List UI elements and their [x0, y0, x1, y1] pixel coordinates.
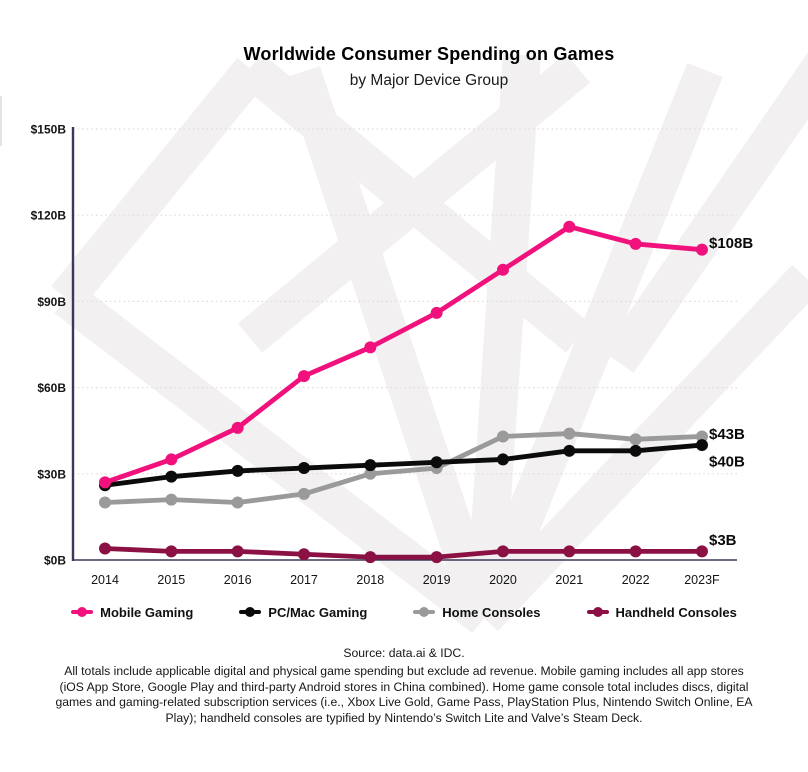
y-tick-label: $150B — [31, 123, 67, 137]
data-point-pc-mac-gaming — [563, 444, 576, 457]
legend-marker-pc-mac-gaming-icon — [239, 610, 262, 614]
data-point-pc-mac-gaming — [297, 462, 310, 475]
series-line-handheld-consoles — [102, 546, 705, 560]
x-tick-label: 2015 — [157, 573, 185, 587]
x-tick-label: 2014 — [91, 573, 119, 587]
data-point-handheld-consoles — [629, 545, 642, 558]
y-tick-label: $60B — [37, 381, 66, 395]
data-point-mobile-gaming — [496, 263, 509, 276]
data-point-home-consoles — [563, 427, 576, 440]
data-point-handheld-consoles — [695, 545, 708, 558]
data-point-handheld-consoles — [231, 545, 244, 558]
x-tick-label: 2023F — [684, 573, 720, 587]
data-point-handheld-consoles — [364, 551, 377, 564]
data-point-mobile-gaming — [297, 370, 310, 383]
legend: Mobile Gaming PC/Mac Gaming Home Console… — [0, 599, 808, 625]
data-point-mobile-gaming — [99, 476, 111, 489]
legend-label: PC/Mac Gaming — [268, 604, 368, 620]
gem-facet-band — [51, 57, 267, 311]
legend-marker-home-consoles-icon — [413, 610, 436, 614]
series-line-pc-mac-gaming — [102, 442, 705, 488]
x-tick-label: 2017 — [290, 573, 318, 587]
data-point-pc-mac-gaming — [231, 464, 244, 477]
chart-title: Worldwide Consumer Spending on Games — [243, 44, 615, 64]
data-point-home-consoles — [231, 496, 244, 509]
data-point-handheld-consoles — [563, 545, 576, 558]
data-point-mobile-gaming — [165, 453, 178, 466]
legend-item-pc-mac-gaming: PC/Mac Gaming — [239, 605, 367, 620]
series-end-label-handheld-consoles: $3B — [709, 532, 737, 549]
legend-marker-mobile-gaming-icon — [71, 610, 94, 614]
data-point-pc-mac-gaming — [496, 453, 509, 466]
gem-facet-band — [283, 65, 503, 625]
data-point-home-consoles — [496, 430, 509, 443]
chart-subtitle: by Major Device Group — [349, 72, 509, 89]
data-point-home-consoles — [364, 467, 377, 480]
x-tick-label: 2016 — [224, 573, 252, 587]
data-point-home-consoles — [99, 496, 111, 509]
series-end-label-pc-mac-gaming: $40B — [709, 454, 745, 471]
data-point-handheld-consoles — [165, 545, 178, 558]
data-point-pc-mac-gaming — [629, 444, 642, 457]
x-tick-label: 2018 — [356, 573, 384, 587]
gem-facet-band — [602, 52, 808, 373]
data-point-mobile-gaming — [430, 306, 443, 319]
data-point-handheld-consoles — [496, 545, 509, 558]
gem-facet-band — [465, 53, 541, 620]
watermark-edge-fragment — [0, 96, 2, 146]
series-line-home-consoles — [102, 431, 705, 505]
data-point-pc-mac-gaming — [430, 456, 443, 469]
data-point-mobile-gaming — [563, 220, 576, 233]
y-tick-label: $120B — [31, 209, 67, 223]
data-point-home-consoles — [629, 433, 642, 446]
y-tick-label: $90B — [37, 295, 66, 309]
data-point-mobile-gaming — [695, 243, 708, 256]
legend-item-mobile-gaming: Mobile Gaming — [71, 605, 193, 620]
data-point-handheld-consoles — [99, 542, 111, 555]
data-point-mobile-gaming — [364, 341, 377, 354]
source-note: Source: data.ai & IDC. — [343, 646, 465, 660]
legend-marker-handheld-consoles-icon — [586, 610, 609, 614]
series-line-mobile-gaming — [102, 224, 705, 485]
series-end-label-mobile-gaming: $108B — [709, 235, 753, 252]
gem-facet-band — [466, 62, 723, 626]
series-end-label-home-consoles: $43B — [709, 426, 745, 443]
legend-label: Mobile Gaming — [100, 604, 194, 620]
x-tick-label: 2020 — [489, 573, 517, 587]
x-tick-label: 2021 — [555, 573, 583, 587]
data-point-handheld-consoles — [430, 551, 443, 564]
data-point-handheld-consoles — [297, 548, 310, 561]
data-point-home-consoles — [297, 487, 310, 500]
legend-item-handheld-consoles: Handheld Consoles — [586, 604, 737, 620]
x-tick-label: 2022 — [622, 573, 650, 587]
y-tick-label: $30B — [37, 467, 66, 481]
legend-item-home-consoles: Home Consoles — [413, 604, 541, 620]
data-point-mobile-gaming — [629, 237, 642, 250]
y-tick-label: $0B — [44, 554, 66, 568]
data-point-pc-mac-gaming — [364, 459, 377, 472]
data-point-home-consoles — [695, 430, 708, 443]
gem-facet-band — [54, 282, 496, 634]
data-point-home-consoles — [165, 493, 178, 506]
methodology-note: All totals include applicable digital an… — [55, 664, 753, 726]
data-point-pc-mac-gaming — [165, 470, 178, 483]
legend-label: Handheld Consoles — [615, 604, 737, 620]
legend-label: Home Consoles — [442, 604, 541, 620]
data-point-pc-mac-gaming — [695, 439, 708, 452]
data-point-mobile-gaming — [231, 421, 244, 434]
x-tick-label: 2019 — [423, 573, 451, 587]
